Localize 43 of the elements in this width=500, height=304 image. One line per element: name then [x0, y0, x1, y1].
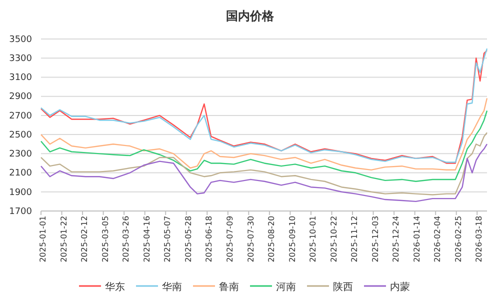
x-tick-label: 2025-07-30 — [246, 216, 256, 262]
x-tick-label: 2025-10-22 — [329, 216, 338, 262]
x-tick-label: 2025-04-16 — [142, 216, 152, 262]
y-tick-label: 2900 — [9, 92, 32, 102]
x-tick-label: 2025-12-03 — [370, 216, 380, 262]
y-tick-label: 3100 — [9, 73, 32, 84]
legend-label: 内蒙 — [390, 281, 410, 293]
line-series — [40, 110, 488, 182]
line-series — [40, 144, 488, 202]
y-tick-label: 3500 — [9, 34, 32, 45]
y-tick-label: 3300 — [9, 54, 32, 64]
x-tick-label: 2025-12-24 — [392, 216, 401, 262]
x-tick-label: 2025-03-26 — [122, 216, 131, 262]
x-tick-label: 2025-09-10 — [288, 216, 297, 262]
y-tick-label: 2700 — [9, 111, 32, 122]
y-tick-label: 1900 — [9, 188, 32, 198]
x-tick-label: 2025-07-09 — [226, 216, 235, 262]
x-tick-label: 2025-06-18 — [204, 216, 214, 262]
x-tick-label: 2025-01-22 — [59, 216, 68, 262]
line-series — [40, 132, 488, 196]
x-tick-label: 2025-05-07 — [163, 216, 172, 262]
legend-label: 华东 — [105, 281, 125, 293]
x-tick-label: 2026-02-04 — [433, 216, 442, 262]
x-tick-label: 2025-01-01 — [38, 216, 48, 262]
legend-label: 华南 — [162, 281, 182, 293]
x-tick-label: 2025-05-28 — [184, 216, 193, 262]
x-tick-label: 2026-01-14 — [412, 216, 422, 262]
legend-label: 河南 — [276, 281, 296, 293]
y-tick-label: 2100 — [9, 168, 32, 179]
x-tick-label: 2025-10-01 — [308, 216, 318, 262]
y-tick-label: 2500 — [9, 130, 32, 140]
line-series — [40, 98, 488, 171]
x-tick-label: 2026-03-18 — [474, 216, 484, 262]
y-tick-label: 2300 — [9, 150, 32, 160]
x-tick-label: 2025-03-05 — [100, 216, 110, 262]
chart-title: 国内价格 — [226, 9, 275, 23]
y-tick-label: 1700 — [9, 206, 32, 217]
x-tick-label: 2025-08-20 — [267, 216, 276, 262]
x-tick-label: 2026-02-25 — [454, 216, 463, 262]
legend-label: 鲁南 — [219, 281, 239, 293]
legend-label: 陕西 — [333, 281, 353, 293]
x-tick-label: 2025-11-12 — [350, 216, 360, 262]
x-tick-label: 2025-02-12 — [80, 216, 90, 262]
